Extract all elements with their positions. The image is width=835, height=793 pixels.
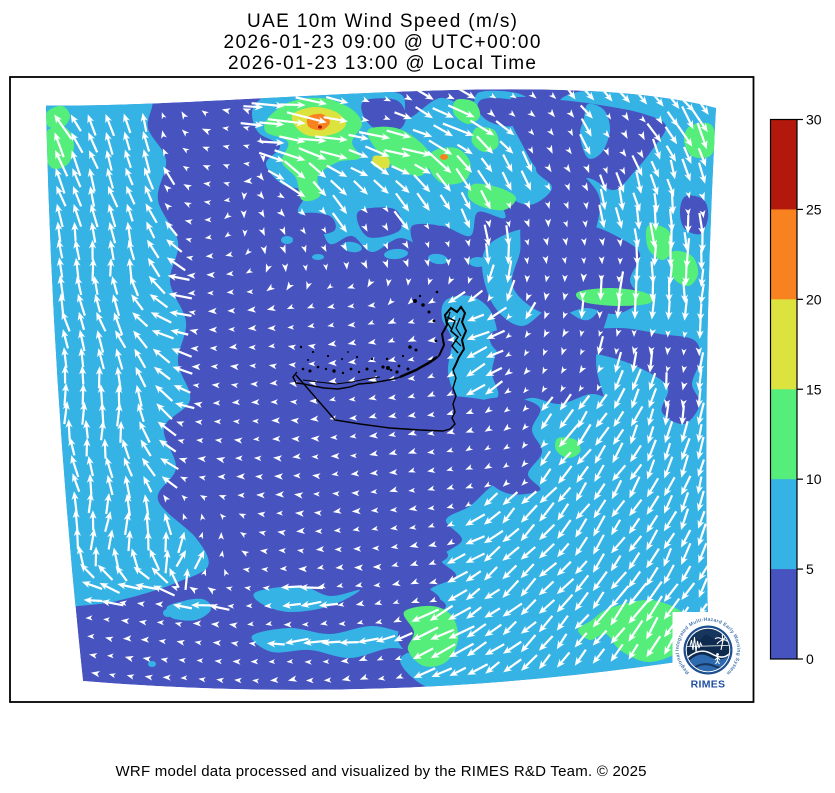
svg-text:15: 15 [806,381,822,397]
svg-text:WRF model data processed and v: WRF model data processed and visualized … [116,763,647,780]
svg-text:5: 5 [806,561,814,577]
svg-text:10: 10 [806,471,822,487]
svg-text:20: 20 [806,291,822,307]
svg-text:2026-01-23 09:00 @ UTC+00:00: 2026-01-23 09:00 @ UTC+00:00 [224,32,541,53]
svg-text:RIMES: RIMES [691,679,726,691]
svg-text:0: 0 [806,651,814,667]
svg-text:2026-01-23 13:00 @ Local Time: 2026-01-23 13:00 @ Local Time [228,53,536,74]
svg-text:UAE 10m Wind Speed (m/s): UAE 10m Wind Speed (m/s) [247,11,517,32]
svg-text:25: 25 [806,201,822,217]
svg-text:30: 30 [806,112,822,128]
